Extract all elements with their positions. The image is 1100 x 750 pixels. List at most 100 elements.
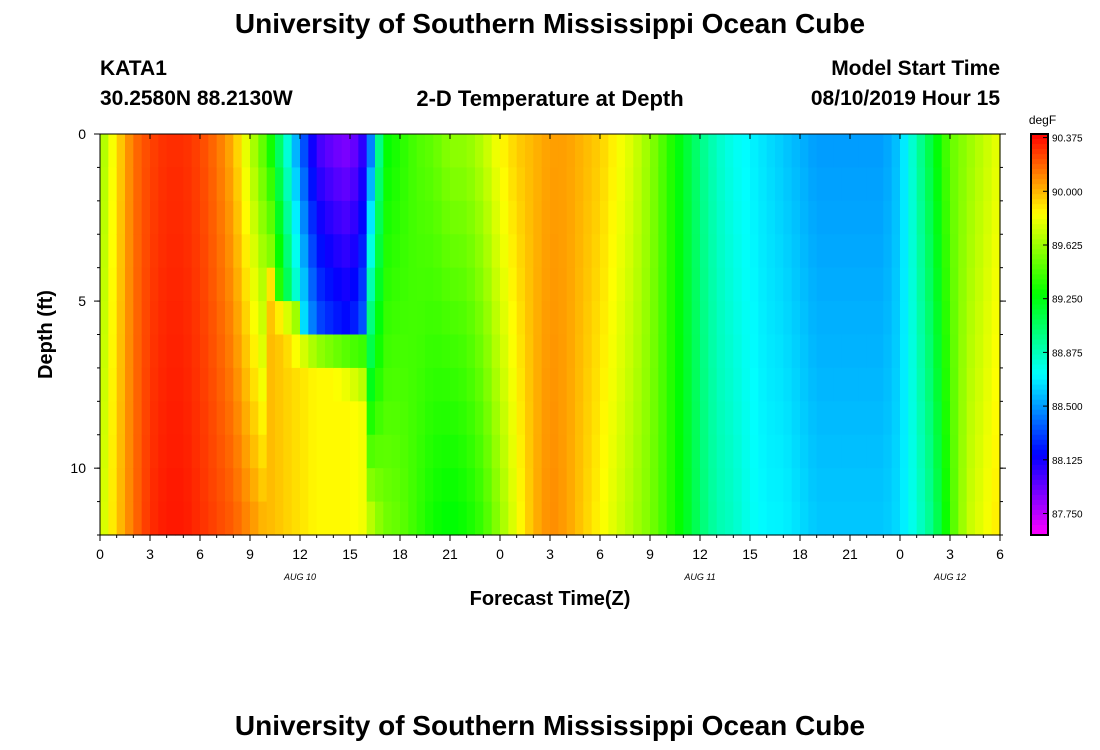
heatmap-cell	[633, 434, 643, 469]
heatmap-cell	[616, 501, 626, 536]
heatmap-cell	[683, 334, 693, 369]
x-tick-label: 15	[342, 546, 358, 562]
heatmap-cell	[291, 234, 301, 269]
colorbar-swatch	[1031, 419, 1048, 426]
heatmap-cell	[491, 468, 501, 503]
heatmap-cell	[933, 434, 943, 469]
heatmap-cell	[700, 367, 709, 402]
heatmap-cell	[891, 367, 901, 402]
heatmap-cell	[550, 401, 559, 436]
heatmap-cell	[316, 200, 326, 235]
heatmap-cell	[600, 134, 609, 169]
heatmap-cell	[950, 134, 959, 169]
heatmap-cell	[233, 267, 243, 302]
heatmap-cell	[216, 468, 226, 503]
heatmap-cell	[916, 267, 926, 302]
heatmap-cell	[183, 267, 193, 302]
heatmap-cell	[283, 267, 293, 302]
heatmap-cell	[941, 367, 951, 402]
heatmap-cell	[458, 401, 468, 436]
heatmap-cell	[133, 200, 143, 235]
heatmap-cell	[191, 301, 201, 336]
heatmap-cell	[283, 167, 293, 202]
heatmap-cell	[375, 234, 384, 269]
heatmap-cell	[366, 501, 376, 536]
heatmap-cell	[525, 267, 534, 302]
heatmap-cell	[691, 301, 701, 336]
heatmap-cell	[325, 134, 334, 169]
heatmap-cell	[375, 267, 384, 302]
heatmap-cell	[775, 434, 784, 469]
heatmap-cell	[158, 234, 168, 269]
heatmap-cell	[616, 301, 626, 336]
heatmap-cell	[966, 167, 976, 202]
heatmap-cell	[900, 167, 909, 202]
heatmap-cell	[658, 234, 668, 269]
heatmap-cell	[783, 401, 793, 436]
heatmap-cell	[383, 234, 393, 269]
heatmap-cell	[325, 167, 334, 202]
heatmap-cell	[725, 367, 734, 402]
heatmap-cell	[858, 167, 868, 202]
heatmap-cell	[616, 334, 626, 369]
heatmap-cell	[258, 301, 268, 336]
heatmap-cell	[266, 200, 276, 235]
heatmap-cell	[133, 501, 143, 536]
heatmap-cell	[791, 200, 801, 235]
heatmap-cell	[191, 367, 201, 402]
heatmap-cell	[608, 134, 618, 169]
heatmap-cell	[150, 501, 159, 536]
heatmap-cell	[800, 468, 809, 503]
heatmap-cell	[966, 267, 976, 302]
colorbar-swatch	[1031, 344, 1048, 351]
heatmap-cell	[650, 334, 659, 369]
heatmap-cell	[125, 301, 134, 336]
heatmap-cell	[733, 301, 743, 336]
heatmap-cell	[491, 401, 501, 436]
heatmap-cell	[833, 334, 843, 369]
heatmap-cell	[675, 468, 684, 503]
heatmap-cell	[833, 267, 843, 302]
heatmap-cell	[458, 134, 468, 169]
heatmap-cell	[158, 334, 168, 369]
heatmap-cell	[833, 234, 843, 269]
heatmap-cell	[300, 434, 309, 469]
heatmap-cell	[941, 468, 951, 503]
colorbar-label: 89.250	[1052, 295, 1083, 306]
heatmap-cell	[583, 334, 593, 369]
x-tick-label: 9	[246, 546, 254, 562]
heatmap-cell	[966, 501, 976, 536]
colorbar-swatch	[1031, 384, 1048, 391]
heatmap-cell	[608, 334, 618, 369]
heatmap-cell	[208, 334, 218, 369]
heatmap-cell	[608, 301, 618, 336]
heatmap-cell	[208, 200, 218, 235]
heatmap-cell	[350, 301, 359, 336]
heatmap-cell	[991, 401, 1001, 436]
heatmap-cell	[450, 267, 459, 302]
heatmap-cell	[158, 401, 168, 436]
heatmap-cell	[191, 334, 201, 369]
heatmap-cell	[425, 468, 434, 503]
heatmap-cell	[150, 334, 159, 369]
heatmap-cell	[875, 367, 884, 402]
heatmap-cell	[558, 267, 568, 302]
heatmap-cell	[225, 401, 234, 436]
heatmap-cell	[391, 401, 401, 436]
heatmap-cell	[125, 334, 134, 369]
heatmap-cell	[266, 167, 276, 202]
heatmap-cell	[533, 301, 543, 336]
heatmap-cell	[141, 267, 151, 302]
heatmap-cell	[891, 234, 901, 269]
heatmap-cell	[500, 468, 509, 503]
heatmap-cell	[466, 234, 476, 269]
heatmap-cell	[291, 401, 301, 436]
heatmap-cell	[991, 234, 1001, 269]
heatmap-cell	[466, 468, 476, 503]
heatmap-cell	[916, 434, 926, 469]
heatmap-cell	[408, 367, 418, 402]
heatmap-cell	[641, 501, 651, 536]
heatmap-cell	[450, 367, 459, 402]
heatmap-cell	[175, 267, 184, 302]
heatmap-cell	[450, 334, 459, 369]
